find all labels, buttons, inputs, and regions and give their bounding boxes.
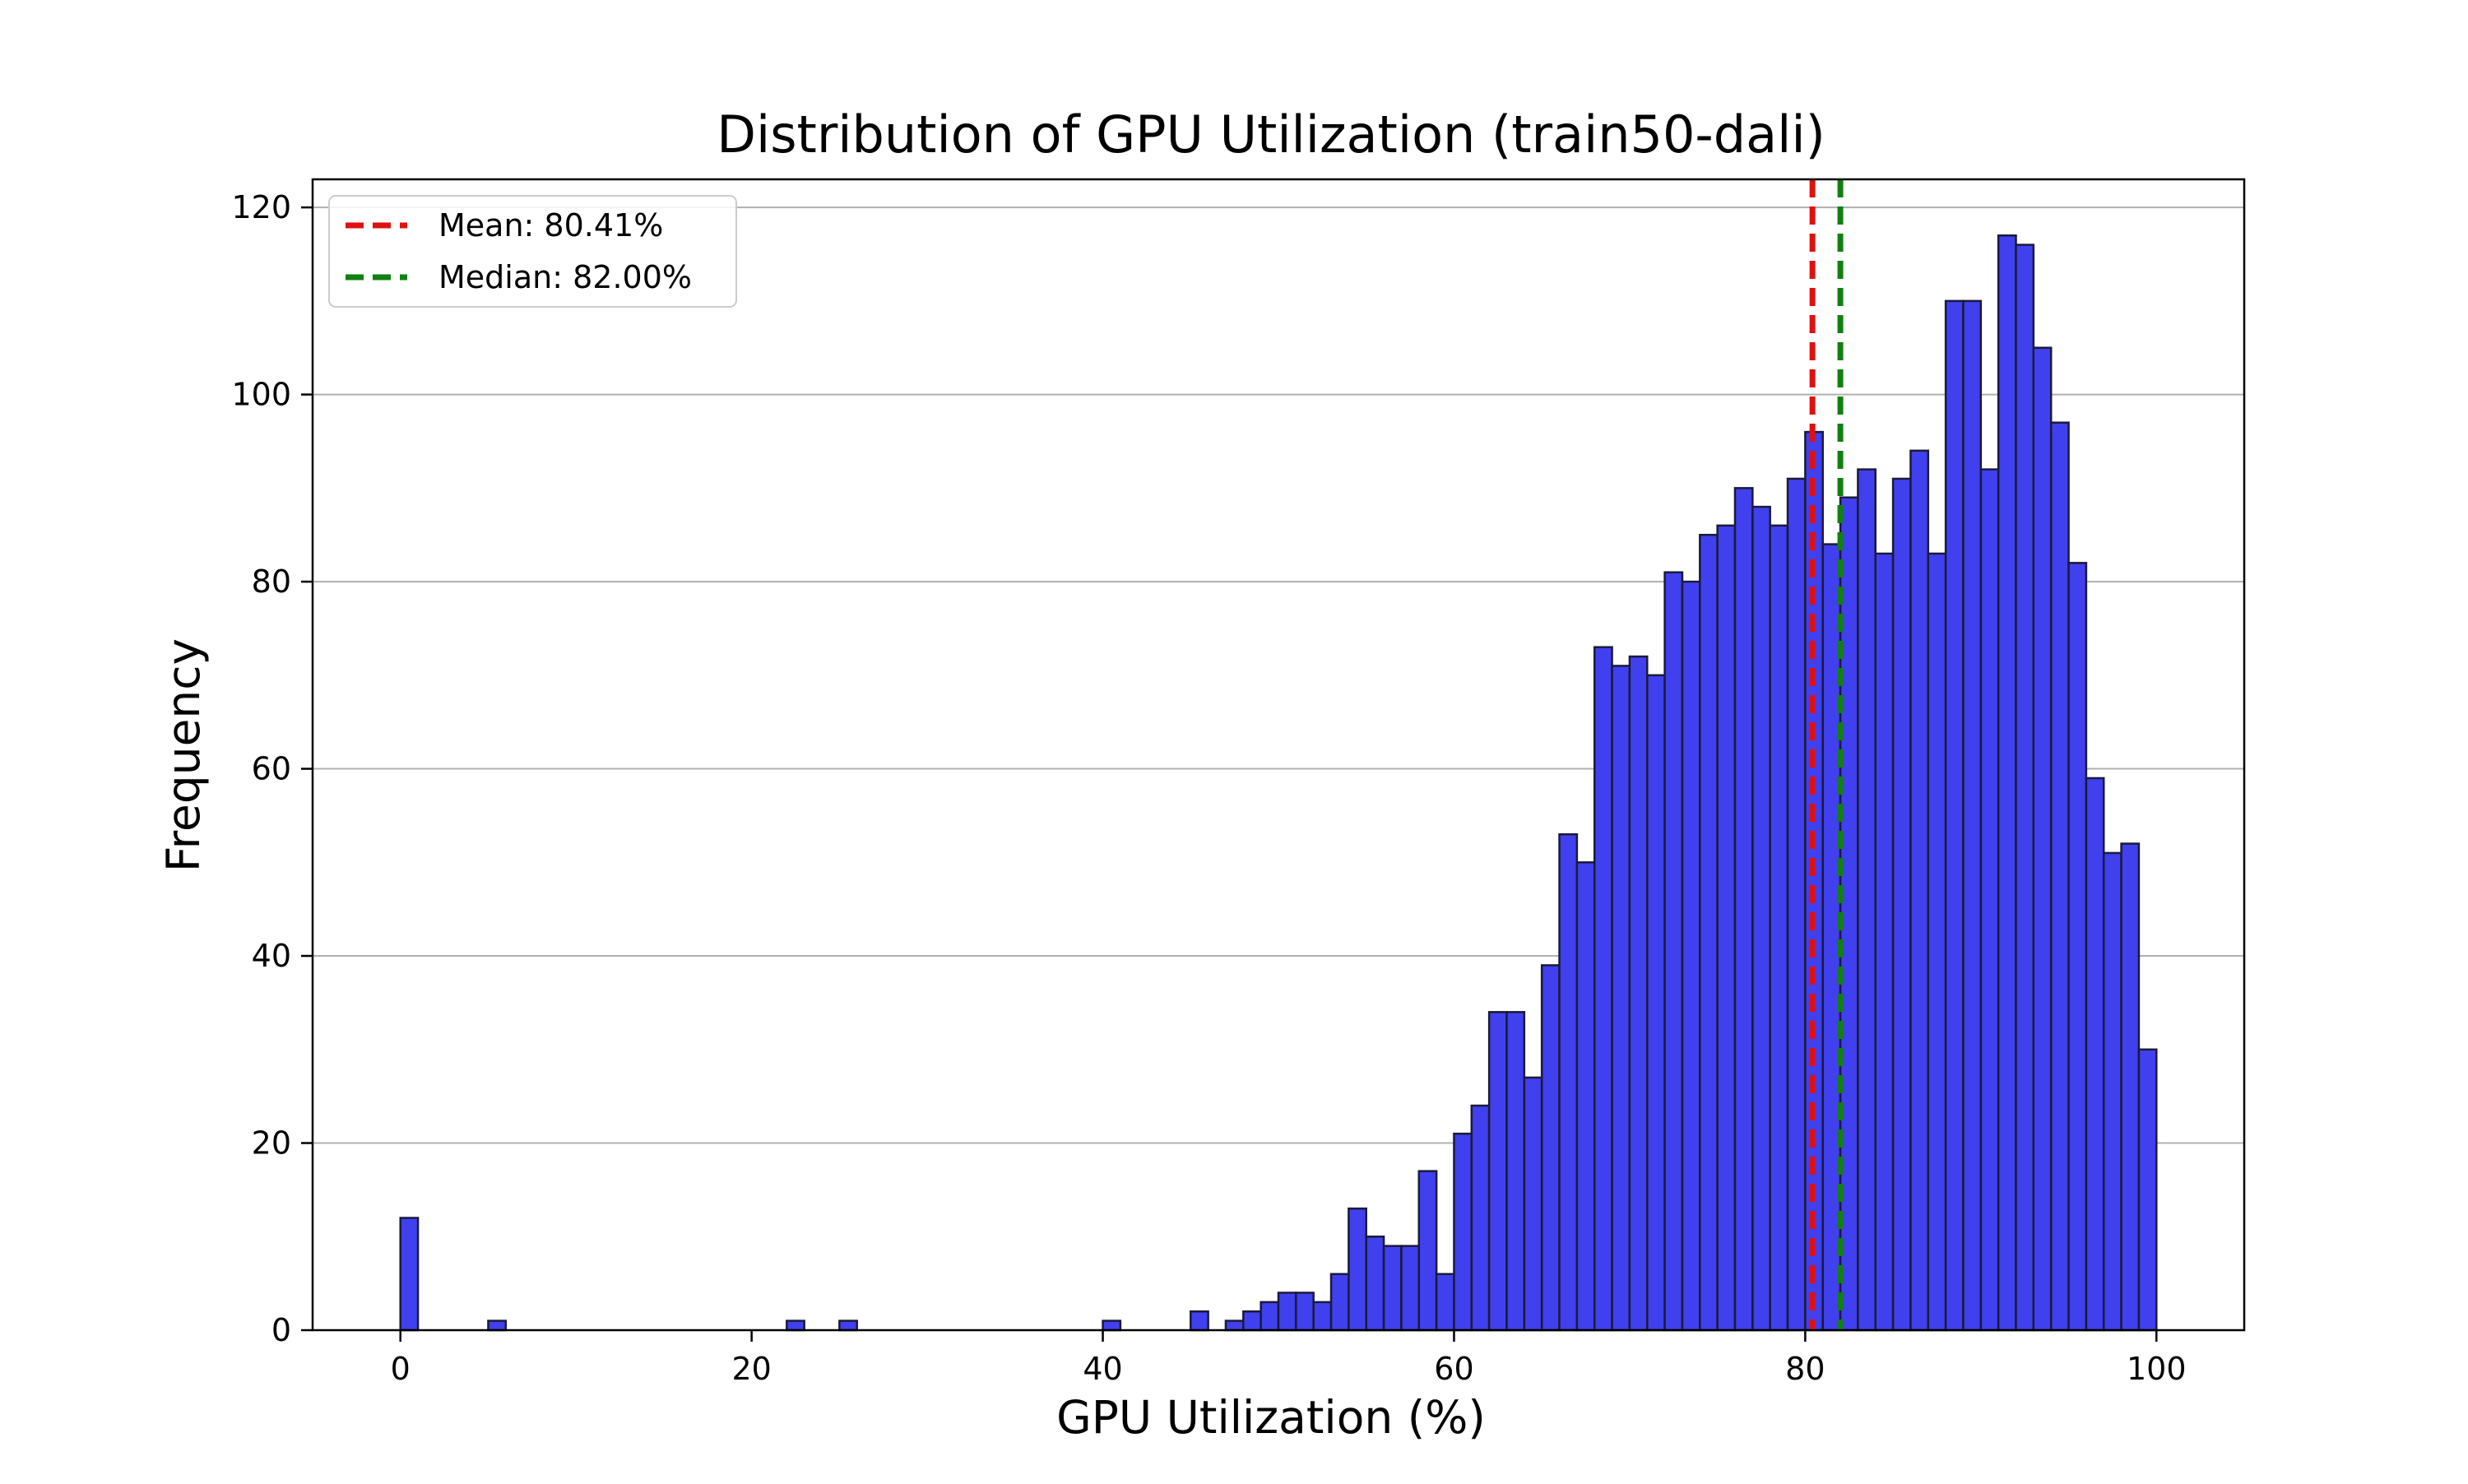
x-tick-label: 40: [1083, 1351, 1122, 1387]
histogram-bar: [2049, 421, 2070, 1332]
histogram-bar: [1312, 1301, 1333, 1332]
histogram-bar: [2102, 851, 2122, 1332]
histogram-bar: [1997, 234, 2017, 1332]
histogram-bar: [1681, 580, 1701, 1332]
histogram-bar: [1540, 964, 1561, 1332]
x-tick-label: 20: [731, 1351, 771, 1387]
histogram-bar: [2032, 346, 2053, 1332]
x-tick-label: 60: [1434, 1351, 1473, 1387]
histogram-bar: [1786, 477, 1807, 1332]
y-axis-label: Frequency: [157, 638, 210, 872]
histogram-bar: [1295, 1292, 1315, 1332]
legend-label: Median: 82.00%: [438, 259, 692, 295]
histogram-bar: [2015, 243, 2035, 1332]
histogram-bar: [1102, 1319, 1122, 1332]
y-tick-label: 120: [231, 189, 291, 225]
histogram-bar: [1470, 1104, 1491, 1332]
histogram-bar: [1558, 832, 1579, 1332]
histogram-bar: [1857, 468, 1877, 1332]
histogram-bar: [2137, 1048, 2158, 1332]
histogram-bar: [1663, 571, 1684, 1332]
histogram-bar: [1927, 552, 1947, 1332]
x-tick-label: 0: [391, 1351, 411, 1387]
histogram-bar: [2085, 777, 2105, 1332]
legend: Mean: 80.41% Median: 82.00%: [328, 195, 737, 308]
histogram-bar: [1487, 1011, 1508, 1332]
x-tick-label: 80: [1785, 1351, 1825, 1387]
histogram-bar: [1891, 477, 1912, 1332]
histogram-bars: [399, 234, 2158, 1332]
histogram-bar: [1242, 1310, 1262, 1332]
x-tick-label: 100: [2127, 1351, 2187, 1387]
histogram-bar: [1453, 1132, 1473, 1332]
legend-label: Mean: 80.41%: [438, 207, 663, 243]
histogram-bar: [1224, 1319, 1245, 1332]
histogram-bar: [1277, 1292, 1297, 1332]
histogram-bar: [1400, 1245, 1421, 1332]
plot-frame: [311, 178, 2246, 1332]
y-tick-label: 60: [252, 751, 291, 787]
reference-lines: [1809, 179, 1844, 1330]
histogram-bar: [1699, 533, 1719, 1332]
histogram-bar: [487, 1319, 508, 1332]
histogram-bar: [1611, 665, 1631, 1332]
x-axis-label: GPU Utilization (%): [1056, 1391, 1486, 1444]
histogram-bar: [1435, 1273, 1455, 1332]
histogram-bar: [1593, 646, 1613, 1332]
histogram-bar: [1646, 674, 1666, 1332]
histogram-bar: [1348, 1207, 1367, 1332]
histogram-bar: [1260, 1301, 1280, 1332]
histogram-bar: [1505, 1011, 1526, 1332]
histogram-bar: [1979, 468, 2000, 1332]
axes: 0 20 40 60 80 100 0 20 40 60 80 100 120: [231, 178, 2246, 1387]
chart-title: Distribution of GPU Utilization (train50…: [717, 104, 1825, 165]
histogram-bar: [1944, 299, 1965, 1332]
histogram-bar: [1523, 1076, 1543, 1332]
histogram-bar: [786, 1319, 805, 1332]
histogram-bar: [1382, 1245, 1403, 1332]
legend-box: [328, 195, 737, 308]
histogram-bar: [399, 1217, 420, 1332]
y-tick-label: 0: [271, 1312, 291, 1348]
histogram-bar: [2067, 562, 2088, 1332]
y-tick-label: 20: [252, 1125, 291, 1162]
histogram-bar: [1733, 487, 1754, 1332]
histogram-bar: [1874, 552, 1895, 1332]
histogram-bar: [838, 1319, 858, 1332]
histogram-bar: [1716, 524, 1737, 1332]
y-tick-label: 40: [252, 938, 291, 974]
histogram-bar: [1769, 524, 1789, 1332]
histogram-bar: [1751, 505, 1771, 1332]
histogram-bar: [1962, 299, 1983, 1332]
histogram-bar: [2120, 842, 2141, 1332]
y-tick-label: 80: [252, 563, 291, 600]
histogram-bar: [1575, 861, 1596, 1332]
histogram-bar: [1365, 1236, 1385, 1332]
histogram-bar: [1909, 449, 1930, 1332]
y-tick-label: 100: [231, 377, 291, 413]
histogram-bar: [1628, 655, 1649, 1332]
histogram-bar: [1190, 1310, 1209, 1332]
histogram-bar: [1417, 1170, 1438, 1332]
histogram-bar: [1329, 1273, 1350, 1332]
